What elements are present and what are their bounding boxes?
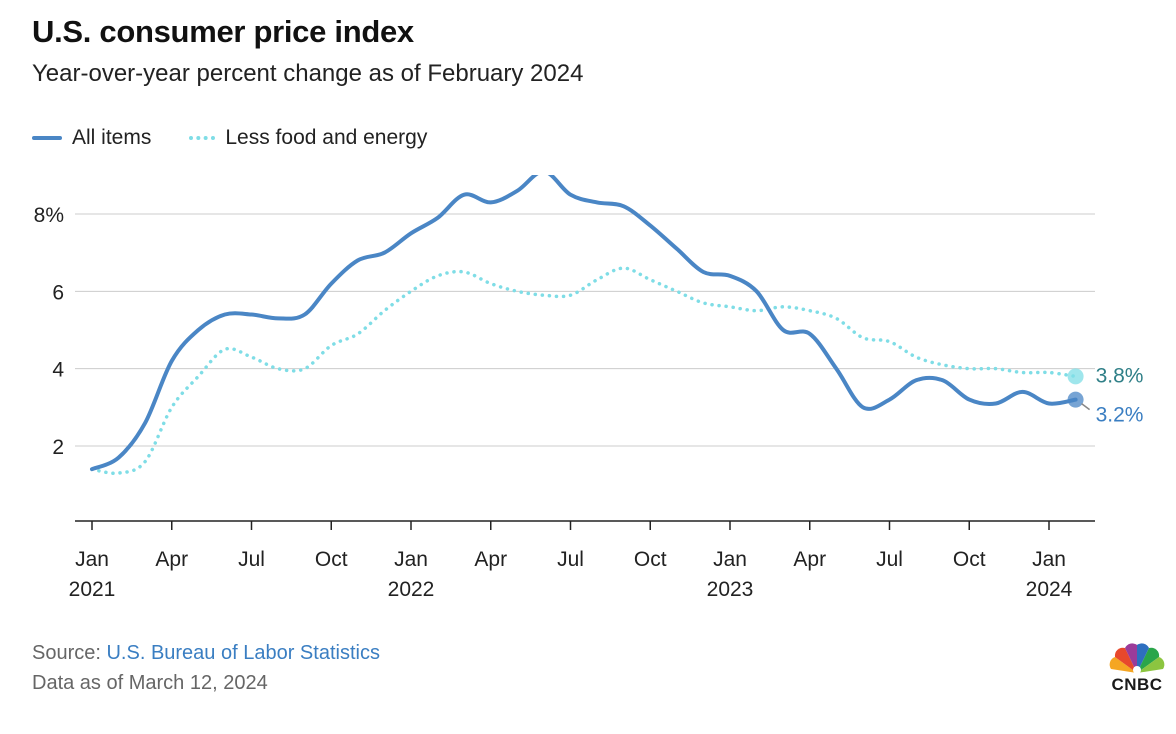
- x-tick-label: Jan: [75, 548, 109, 571]
- x-tick-label: Apr: [793, 548, 826, 571]
- x-tick-label: Jul: [557, 548, 584, 571]
- peacock-icon: [1109, 643, 1165, 674]
- legend-label-less-food-energy: Less food and energy: [225, 126, 428, 149]
- series-line-less-food-energy: [90, 266, 1078, 476]
- cnbc-logo: CNBC: [1106, 642, 1168, 698]
- legend-label-all-items: All items: [72, 126, 152, 149]
- source-link[interactable]: U.S. Bureau of Labor Statistics: [106, 642, 380, 664]
- x-year-label: 2022: [388, 578, 435, 601]
- y-tick-label: 4: [52, 359, 64, 382]
- end-point-less-food-energy: [1067, 368, 1084, 385]
- x-tick-label: Jul: [876, 548, 903, 571]
- legend: All items Less food and energy: [32, 126, 465, 150]
- x-tick-label: Jan: [1032, 548, 1066, 571]
- y-tick-label: 2: [52, 436, 64, 459]
- series-line-all-items: [90, 175, 1078, 472]
- end-label-all-items: 3.2%: [1096, 404, 1144, 427]
- legend-item-all-items: All items: [32, 126, 151, 150]
- x-tick-label: Oct: [634, 548, 667, 571]
- chart-subtitle: Year-over-year percent change as of Febr…: [32, 60, 584, 87]
- y-tick-label: 6: [52, 281, 64, 304]
- x-year-label: 2024: [1026, 578, 1073, 601]
- chart-title: U.S. consumer price index: [32, 14, 414, 49]
- data-as-of: Data as of March 12, 2024: [32, 672, 268, 694]
- y-tick-label: 8%: [34, 204, 64, 227]
- x-tick-label: Jan: [394, 548, 428, 571]
- x-tick-label: Apr: [474, 548, 507, 571]
- x-tick-label: Oct: [953, 548, 986, 571]
- end-label-less-food-energy: 3.8%: [1096, 364, 1144, 387]
- x-tick-label: Jul: [238, 548, 265, 571]
- line-chart: 8% 6 4 2 Jan 2021 Apr Jul Oct Jan 2022 Apr Jul Oct Jan…: [34, 175, 1144, 601]
- x-tick-label: Apr: [155, 548, 188, 571]
- source-line: Source: U.S. Bureau of Labor Statistics: [32, 642, 380, 665]
- x-year-label: 2023: [707, 578, 754, 601]
- x-year-label: 2021: [69, 578, 116, 601]
- legend-swatch-solid: [32, 136, 62, 140]
- end-label-leader: [1081, 403, 1091, 411]
- x-tick-label: Jan: [713, 548, 747, 571]
- source-prefix: Source:: [32, 642, 107, 664]
- logo-text: CNBC: [1111, 675, 1163, 694]
- end-point-all-items: [1067, 391, 1084, 408]
- legend-swatch-dotted: [189, 136, 216, 140]
- legend-item-less-food-energy: Less food and energy: [189, 126, 427, 150]
- x-tick-label: Oct: [315, 548, 348, 571]
